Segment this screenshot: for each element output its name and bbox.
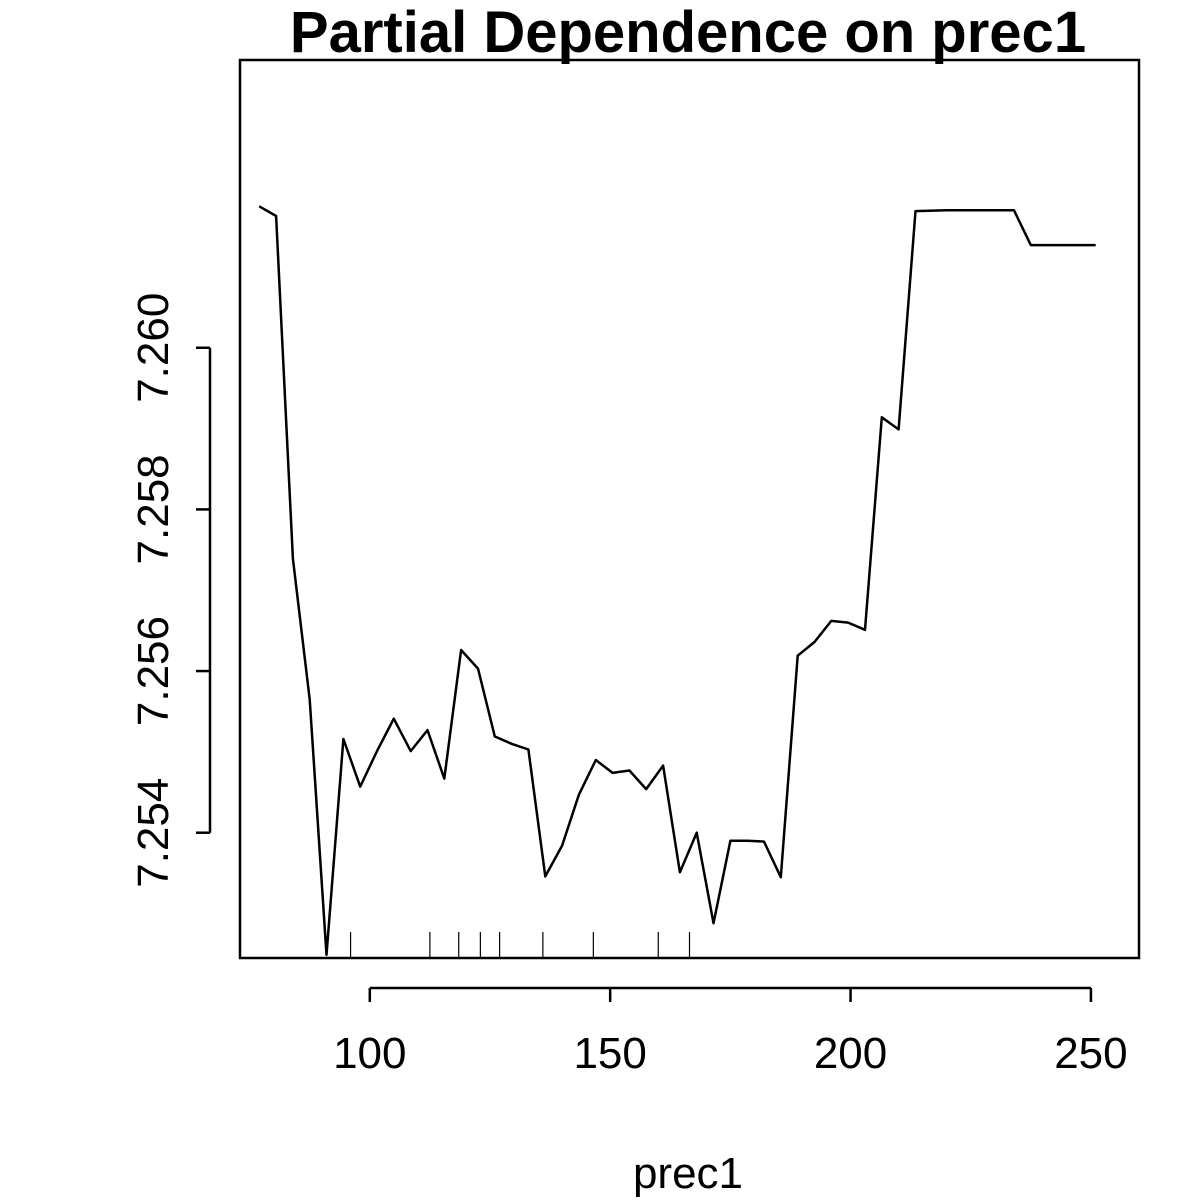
x-tick-label: 150 xyxy=(573,1029,646,1078)
partial-dependence-line xyxy=(258,205,1096,957)
y-tick-label: 7.258 xyxy=(129,454,178,564)
x-axis-label: prec1 xyxy=(633,1149,743,1198)
y-tick-label: 7.256 xyxy=(129,616,178,726)
rug-marks xyxy=(349,932,691,958)
y-tick-label: 7.254 xyxy=(129,778,178,888)
chart-title: Partial Dependence on prec1 xyxy=(290,0,1086,65)
x-tick-label: 100 xyxy=(333,1029,406,1078)
y-axis: 7.254 7.256 7.258 7.260 xyxy=(129,293,212,888)
y-tick-label: 7.260 xyxy=(129,293,178,403)
x-tick-label: 250 xyxy=(1054,1029,1127,1078)
x-tick-label: 200 xyxy=(814,1029,887,1078)
x-axis: 100 150 200 250 xyxy=(333,986,1128,1078)
